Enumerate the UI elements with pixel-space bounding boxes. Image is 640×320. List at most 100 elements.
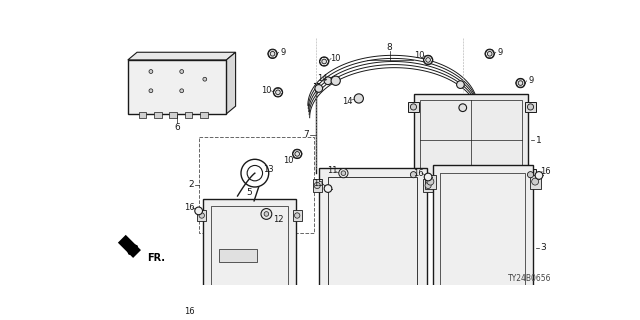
- Bar: [420, 100, 522, 180]
- Bar: [128, 60, 227, 114]
- Circle shape: [425, 306, 431, 312]
- Circle shape: [195, 304, 202, 312]
- Circle shape: [268, 49, 277, 59]
- Bar: [525, 169, 536, 180]
- Text: 11: 11: [326, 166, 337, 175]
- Text: 12: 12: [273, 215, 283, 224]
- Circle shape: [535, 319, 543, 320]
- Circle shape: [410, 172, 417, 178]
- Circle shape: [369, 318, 376, 320]
- Text: 14: 14: [342, 97, 353, 106]
- Circle shape: [425, 182, 431, 188]
- Circle shape: [270, 52, 275, 56]
- Circle shape: [424, 55, 433, 65]
- Bar: [530, 175, 541, 188]
- Bar: [433, 165, 533, 320]
- Circle shape: [199, 213, 204, 218]
- Bar: [454, 183, 467, 191]
- Text: 2: 2: [188, 180, 194, 189]
- Text: 14: 14: [317, 74, 328, 83]
- Circle shape: [195, 207, 202, 215]
- Bar: [485, 183, 497, 191]
- Text: 9: 9: [529, 76, 534, 85]
- Circle shape: [199, 296, 204, 301]
- Bar: [211, 206, 288, 305]
- Bar: [154, 112, 162, 118]
- Circle shape: [518, 81, 523, 85]
- Circle shape: [264, 212, 269, 216]
- Circle shape: [532, 178, 539, 185]
- Circle shape: [319, 57, 329, 66]
- Text: 8: 8: [387, 43, 392, 52]
- Circle shape: [180, 69, 184, 73]
- Text: 10: 10: [330, 54, 341, 63]
- Circle shape: [427, 313, 434, 320]
- Bar: [292, 210, 302, 221]
- Circle shape: [341, 171, 346, 175]
- Circle shape: [273, 88, 283, 97]
- Bar: [424, 302, 433, 315]
- Circle shape: [456, 81, 464, 88]
- Text: 15: 15: [314, 179, 324, 188]
- Bar: [408, 169, 419, 180]
- Text: 5: 5: [246, 188, 252, 197]
- Bar: [197, 293, 206, 304]
- Bar: [139, 112, 147, 118]
- Bar: [328, 177, 417, 313]
- Bar: [525, 101, 536, 112]
- Text: 16: 16: [540, 167, 550, 176]
- Bar: [312, 302, 322, 315]
- Bar: [530, 309, 541, 320]
- Circle shape: [535, 172, 543, 179]
- Circle shape: [459, 104, 467, 112]
- Bar: [425, 309, 436, 320]
- Circle shape: [294, 213, 300, 218]
- Circle shape: [149, 69, 153, 73]
- Bar: [198, 137, 314, 233]
- Text: FR.: FR.: [147, 253, 165, 263]
- Text: 16: 16: [184, 307, 195, 316]
- Polygon shape: [227, 52, 236, 114]
- Bar: [170, 112, 177, 118]
- Circle shape: [295, 152, 300, 156]
- Bar: [204, 198, 296, 313]
- Circle shape: [314, 182, 320, 188]
- Circle shape: [314, 306, 320, 312]
- Text: 16: 16: [413, 169, 424, 178]
- Circle shape: [203, 77, 207, 81]
- Bar: [219, 249, 257, 262]
- Text: 3: 3: [541, 243, 547, 252]
- Bar: [425, 175, 436, 188]
- Text: 10: 10: [283, 156, 293, 164]
- Bar: [319, 168, 427, 320]
- Circle shape: [532, 313, 539, 320]
- Text: 13: 13: [264, 165, 274, 174]
- Circle shape: [527, 172, 534, 178]
- Circle shape: [426, 58, 431, 62]
- Text: 9: 9: [281, 48, 286, 57]
- Circle shape: [424, 319, 432, 320]
- Text: 6: 6: [174, 123, 180, 132]
- Circle shape: [488, 52, 492, 56]
- Circle shape: [331, 76, 340, 85]
- Circle shape: [180, 89, 184, 93]
- Bar: [185, 112, 193, 118]
- Circle shape: [424, 173, 432, 181]
- Bar: [424, 179, 433, 192]
- Polygon shape: [128, 52, 236, 60]
- Circle shape: [354, 94, 364, 103]
- Text: 10: 10: [413, 51, 424, 60]
- Text: TY24B0656: TY24B0656: [508, 274, 551, 283]
- Bar: [408, 101, 419, 112]
- Bar: [200, 112, 208, 118]
- Circle shape: [527, 104, 534, 110]
- Bar: [333, 78, 339, 83]
- Bar: [424, 183, 436, 191]
- Circle shape: [149, 89, 153, 93]
- Bar: [414, 94, 528, 186]
- Circle shape: [276, 90, 280, 95]
- Circle shape: [261, 209, 272, 219]
- Circle shape: [292, 149, 302, 158]
- Bar: [197, 210, 206, 221]
- Text: 1: 1: [536, 136, 542, 145]
